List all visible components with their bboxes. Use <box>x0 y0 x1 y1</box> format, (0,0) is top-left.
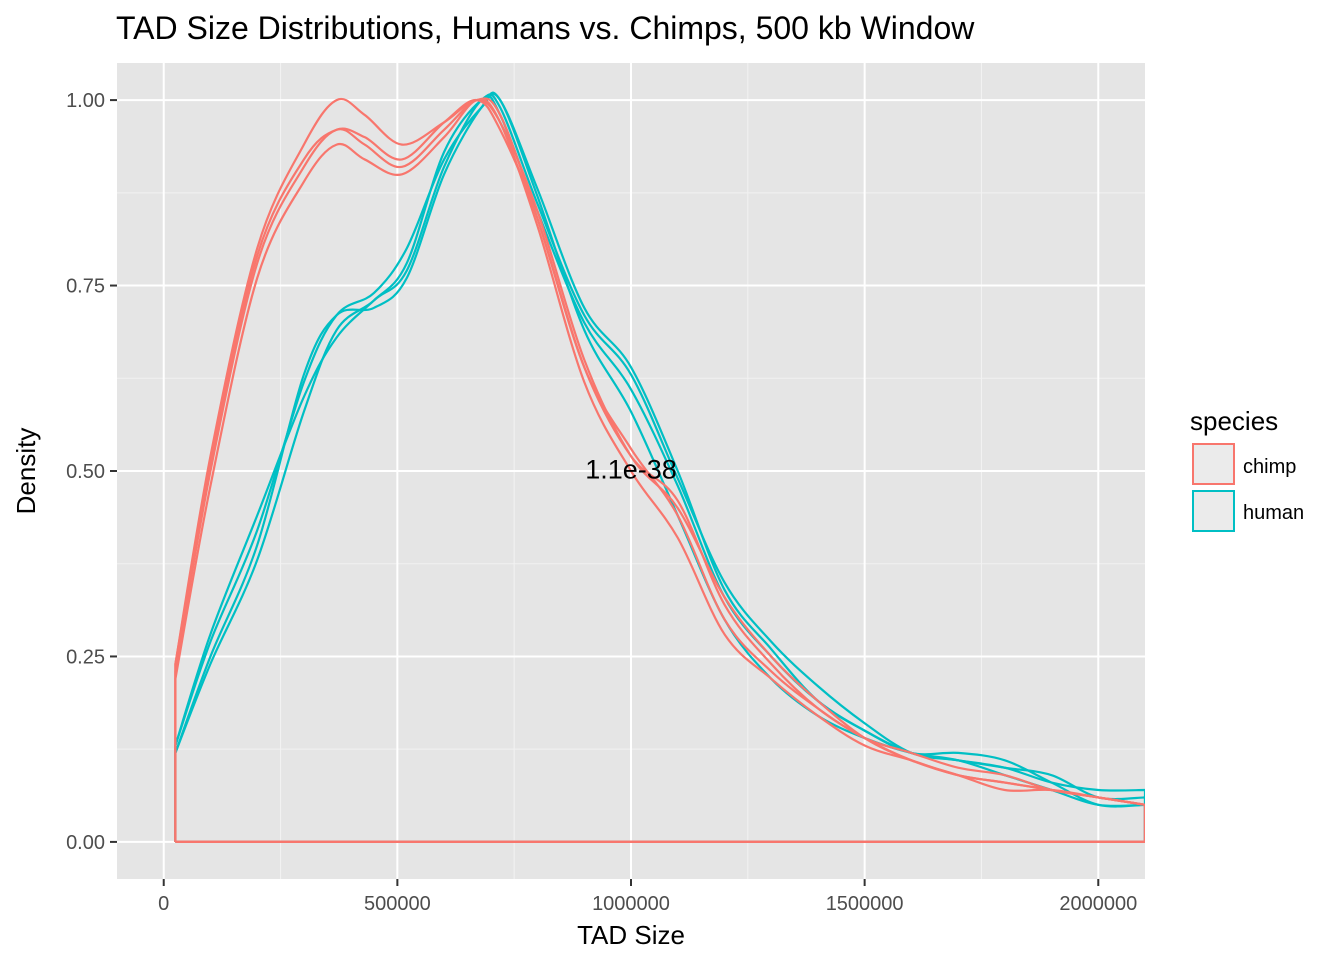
density-lines <box>174 91 1145 844</box>
axes: 0 500000 1000000 1500000 2000000 0.00 0.25 0.50… <box>66 90 1137 915</box>
p-value-annotation: 1.1e-38 <box>585 454 677 484</box>
x-tick-label: 1000000 <box>592 893 670 915</box>
legend-key-chimp <box>1192 443 1235 485</box>
y-axis-title: Density <box>11 428 41 515</box>
x-tick-label: 1500000 <box>826 893 904 915</box>
y-tick-label: 0.00 <box>66 832 105 854</box>
x-tick-label: 0 <box>158 893 169 915</box>
y-tick-label: 0.75 <box>66 276 105 298</box>
legend-title: species <box>1190 406 1278 436</box>
y-tick-label: 0.50 <box>66 461 105 483</box>
y-tick-label: 0.25 <box>66 646 105 668</box>
legend-label-chimp: chimp <box>1243 456 1296 478</box>
chart-title: TAD Size Distributions, Humans vs. Chimp… <box>116 10 975 46</box>
legend: species chimp human <box>1190 406 1304 532</box>
x-axis-title: TAD Size <box>577 920 685 950</box>
density-line-human <box>174 91 1145 844</box>
x-tick-label: 2000000 <box>1059 893 1137 915</box>
legend-key-human <box>1192 490 1235 532</box>
density-line-human <box>174 94 1145 844</box>
x-tick-label: 500000 <box>364 893 431 915</box>
y-tick-label: 1.00 <box>66 90 105 112</box>
density-line-chimp <box>174 98 1145 844</box>
legend-label-human: human <box>1243 502 1304 524</box>
